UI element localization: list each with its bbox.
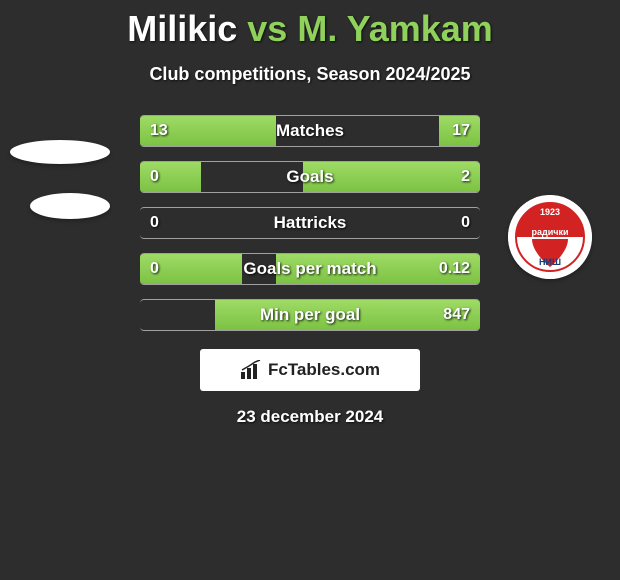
stat-bars: 1317Matches 02Goals 0 0Hattricks 00.12Goals … [140,115,480,331]
bar-left-fill [140,162,201,192]
bar-left-fill [140,254,242,284]
branding-text: FcTables.com [268,360,380,380]
right-team-logo: 1923 радички НИШ [508,195,592,279]
bar-right-fill [215,300,480,330]
svg-text:НИШ: НИШ [539,257,561,267]
stat-label: Hattricks [140,208,480,238]
vs-label: vs [247,8,287,49]
bar-right-fill [276,254,480,284]
left-badge-oval-2 [30,193,110,219]
bar-right-fill [303,162,480,192]
stats-container: 1923 радички НИШ 1317Matches 02Goals 0 0Hat… [0,115,620,427]
fctables-icon [240,360,262,380]
left-badge-oval-1 [10,140,110,164]
player1-name: Milikic [127,8,237,49]
stat-row: 00.12Goals per match [140,253,480,285]
player2-name: M. Yamkam [297,8,492,49]
bar-left-fill [140,116,276,146]
subtitle: Club competitions, Season 2024/2025 [0,64,620,85]
date-label: 23 december 2024 [0,407,620,427]
stat-value-right: 0 [461,208,470,238]
stat-row: 02Goals [140,161,480,193]
branding-box[interactable]: FcTables.com [200,349,420,391]
stat-row: 0 0Hattricks [140,207,480,239]
stat-row: 1317Matches [140,115,480,147]
comparison-title: Milikic vs M. Yamkam [0,0,620,50]
stat-row: 847Min per goal [140,299,480,331]
stat-value-left: 0 [150,208,159,238]
club-crest-icon: 1923 радички НИШ [508,195,592,279]
svg-text:1923: 1923 [540,207,560,217]
svg-text:радички: радички [531,227,568,237]
bar-right-fill [439,116,480,146]
